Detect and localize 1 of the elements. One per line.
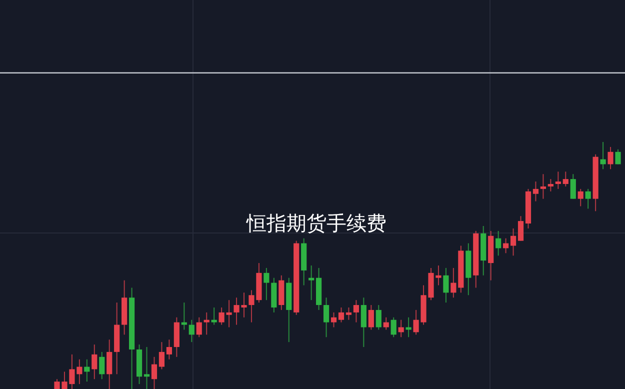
title: 恒指期货手续费	[246, 213, 386, 235]
